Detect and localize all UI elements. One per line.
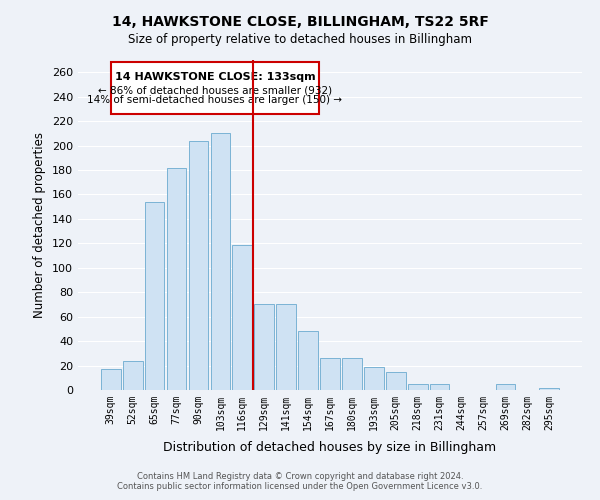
Bar xyxy=(232,244,252,390)
Y-axis label: Number of detached properties: Number of detached properties xyxy=(34,132,46,318)
Bar xyxy=(211,134,230,390)
Bar xyxy=(145,202,164,390)
Text: 14 HAWKSTONE CLOSE: 133sqm: 14 HAWKSTONE CLOSE: 133sqm xyxy=(115,72,315,82)
Bar xyxy=(167,168,187,390)
Text: Size of property relative to detached houses in Billingham: Size of property relative to detached ho… xyxy=(128,32,472,46)
FancyBboxPatch shape xyxy=(111,62,319,114)
Bar xyxy=(188,140,208,390)
X-axis label: Distribution of detached houses by size in Billingham: Distribution of detached houses by size … xyxy=(163,441,497,454)
Bar xyxy=(430,384,449,390)
Bar xyxy=(386,372,406,390)
Bar xyxy=(123,360,143,390)
Bar xyxy=(298,332,318,390)
Text: 14, HAWKSTONE CLOSE, BILLINGHAM, TS22 5RF: 14, HAWKSTONE CLOSE, BILLINGHAM, TS22 5R… xyxy=(112,15,488,29)
Text: Contains HM Land Registry data © Crown copyright and database right 2024.: Contains HM Land Registry data © Crown c… xyxy=(137,472,463,481)
Bar xyxy=(320,358,340,390)
Text: ← 86% of detached houses are smaller (932): ← 86% of detached houses are smaller (93… xyxy=(98,86,332,96)
Bar xyxy=(539,388,559,390)
Text: Contains public sector information licensed under the Open Government Licence v3: Contains public sector information licen… xyxy=(118,482,482,491)
Bar xyxy=(276,304,296,390)
Bar xyxy=(364,367,384,390)
Bar xyxy=(254,304,274,390)
Text: 14% of semi-detached houses are larger (150) →: 14% of semi-detached houses are larger (… xyxy=(88,96,343,106)
Bar xyxy=(101,369,121,390)
Bar xyxy=(342,358,362,390)
Bar xyxy=(408,384,428,390)
Bar xyxy=(496,384,515,390)
